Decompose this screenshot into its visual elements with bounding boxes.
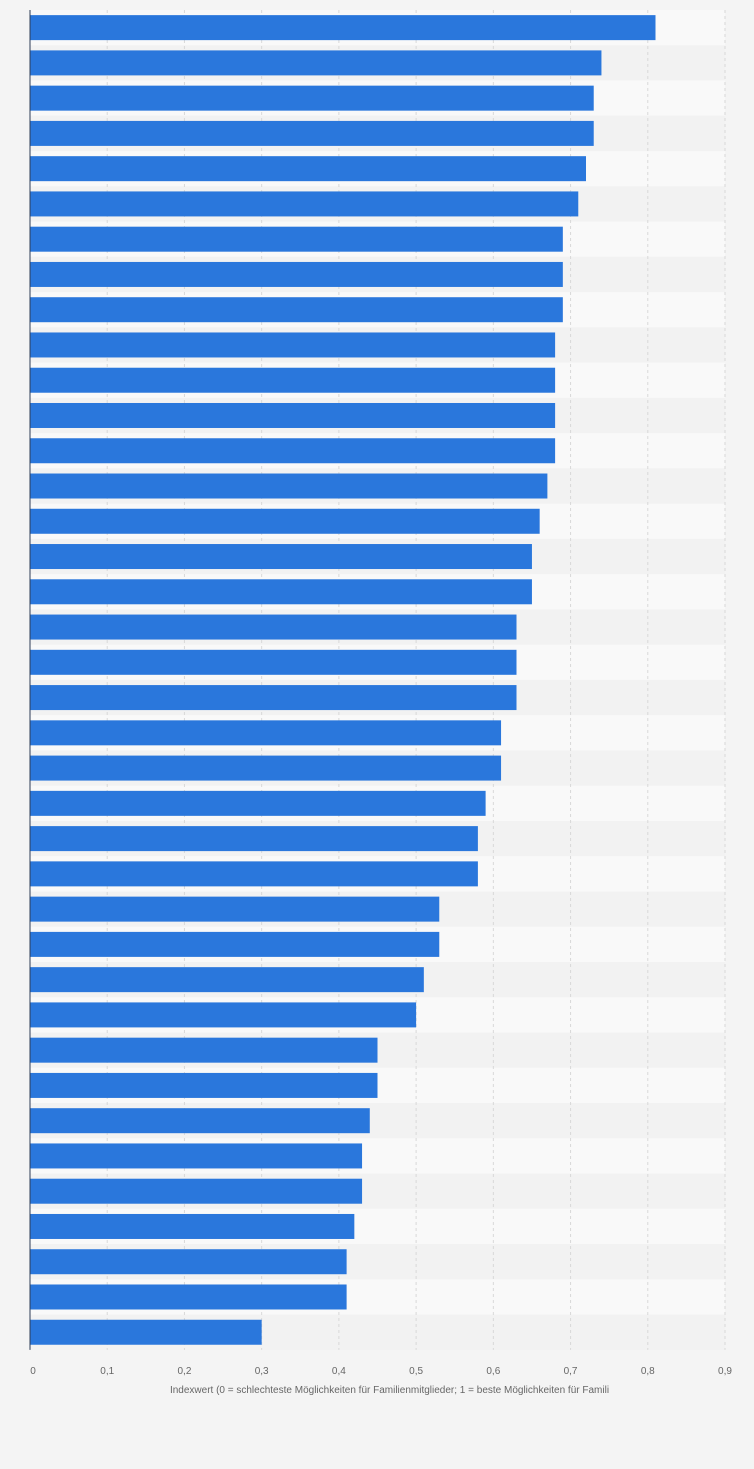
bar[interactable] bbox=[30, 790, 486, 816]
bar[interactable] bbox=[30, 967, 424, 993]
bar[interactable] bbox=[30, 1178, 363, 1204]
bar[interactable] bbox=[30, 896, 440, 922]
x-tick-label: 0,8 bbox=[641, 1366, 655, 1377]
x-tick-label: 0,3 bbox=[255, 1366, 269, 1377]
x-tick-label: 0,6 bbox=[486, 1366, 500, 1377]
x-axis-ticks: 0 0,1 0,2 0,3 0,4 0,5 0,6 0,7 0,8 0,9 bbox=[30, 1366, 732, 1377]
x-tick-label: 0,1 bbox=[100, 1366, 114, 1377]
bar[interactable] bbox=[30, 191, 579, 217]
bar[interactable] bbox=[30, 473, 548, 499]
x-tick-label: 0,9 bbox=[718, 1366, 732, 1377]
bar[interactable] bbox=[30, 1108, 370, 1134]
bar[interactable] bbox=[30, 15, 656, 41]
bar[interactable] bbox=[30, 1213, 355, 1239]
bar[interactable] bbox=[30, 367, 556, 393]
bar[interactable] bbox=[30, 297, 563, 323]
bar[interactable] bbox=[30, 1037, 378, 1063]
bars bbox=[30, 15, 656, 1345]
bar[interactable] bbox=[30, 1002, 417, 1028]
bar[interactable] bbox=[30, 156, 586, 182]
x-tick-label: 0,4 bbox=[332, 1366, 346, 1377]
x-tick-label: 0,2 bbox=[177, 1366, 191, 1377]
bar[interactable] bbox=[30, 544, 532, 570]
bar[interactable] bbox=[30, 826, 478, 852]
bar[interactable] bbox=[30, 931, 440, 957]
bar[interactable] bbox=[30, 1072, 378, 1098]
bar[interactable] bbox=[30, 438, 556, 464]
x-tick-label: 0,7 bbox=[564, 1366, 578, 1377]
x-tick-label: 0 bbox=[30, 1366, 36, 1377]
bar[interactable] bbox=[30, 261, 563, 287]
bar[interactable] bbox=[30, 85, 594, 111]
bar[interactable] bbox=[30, 1319, 262, 1345]
bar[interactable] bbox=[30, 1143, 363, 1169]
bar[interactable] bbox=[30, 720, 502, 746]
bar[interactable] bbox=[30, 579, 532, 605]
bar[interactable] bbox=[30, 755, 502, 781]
bar[interactable] bbox=[30, 50, 602, 76]
bar[interactable] bbox=[30, 861, 478, 887]
bar[interactable] bbox=[30, 649, 517, 675]
bar[interactable] bbox=[30, 120, 594, 146]
bar[interactable] bbox=[30, 332, 556, 358]
x-axis-title: Indexwert (0 = schlechteste Möglichkeite… bbox=[170, 1385, 609, 1396]
bar[interactable] bbox=[30, 226, 563, 252]
bar[interactable] bbox=[30, 402, 556, 428]
bar[interactable] bbox=[30, 1284, 347, 1310]
bar[interactable] bbox=[30, 685, 517, 711]
bar[interactable] bbox=[30, 508, 540, 534]
x-tick-label: 0,5 bbox=[409, 1366, 423, 1377]
bar[interactable] bbox=[30, 1249, 347, 1275]
bar[interactable] bbox=[30, 614, 517, 640]
